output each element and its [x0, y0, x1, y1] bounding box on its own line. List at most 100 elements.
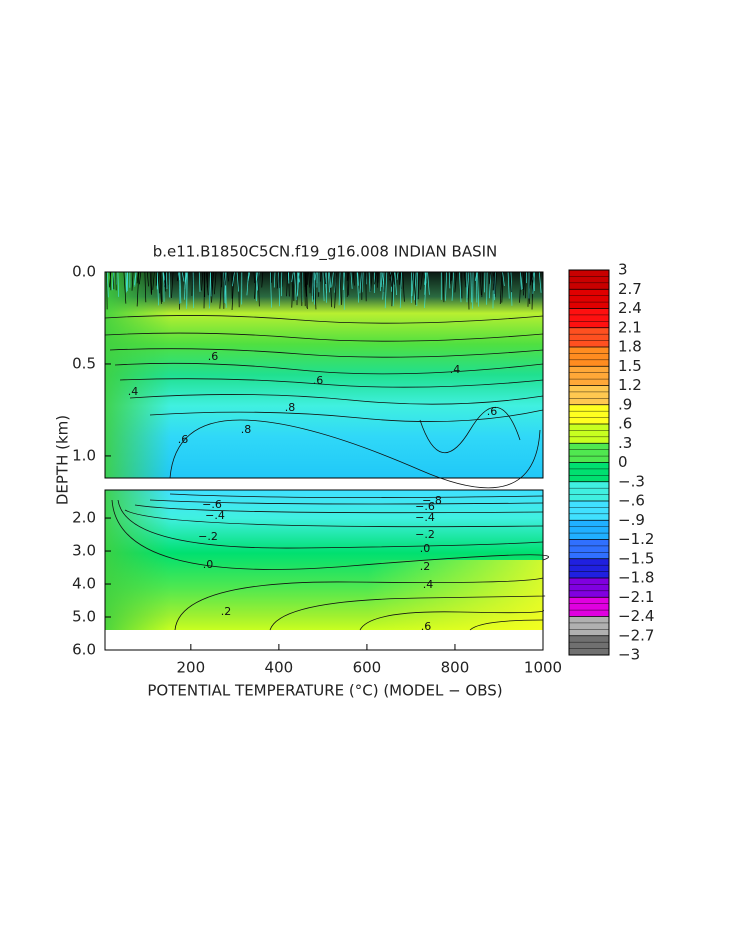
texture-stroke	[339, 271, 342, 305]
texture-stroke	[171, 271, 174, 298]
contour-label: −.4	[415, 511, 435, 524]
texture-stroke	[312, 271, 314, 302]
colorbar-band	[569, 270, 609, 290]
y-tick-label: 2.0	[72, 509, 96, 527]
colorbar-label: −3	[618, 646, 640, 664]
texture-stroke	[328, 271, 332, 288]
texture-stroke	[499, 271, 503, 305]
texture-stroke	[109, 271, 112, 291]
texture-stroke	[225, 271, 227, 308]
colorbar-band	[569, 481, 609, 501]
texture-stroke	[382, 271, 385, 300]
colorbar-band	[569, 327, 609, 347]
y-tick-label: 4.0	[72, 575, 96, 593]
contour-label: .4	[128, 385, 139, 398]
texture-stroke	[502, 271, 505, 286]
contour-label: −.2	[415, 528, 435, 541]
texture-stroke	[416, 271, 418, 307]
texture-stroke	[507, 271, 510, 299]
texture-stroke	[159, 271, 162, 304]
texture-stroke	[152, 271, 155, 290]
texture-stroke	[528, 271, 532, 289]
colorbar-label: 1.5	[618, 357, 642, 375]
contour-label: .0	[420, 542, 431, 555]
texture-stroke	[278, 271, 280, 307]
texture-stroke	[254, 271, 257, 299]
texture-stroke	[427, 271, 430, 295]
texture-stroke	[374, 271, 377, 285]
texture-stroke	[361, 271, 364, 293]
texture-stroke	[131, 271, 134, 291]
colorbar-band	[569, 289, 609, 309]
texture-stroke	[144, 271, 147, 303]
texture-stroke	[314, 271, 317, 281]
colorbar-label: 0	[618, 453, 628, 471]
contour-line	[104, 315, 544, 324]
texture-stroke	[208, 271, 211, 309]
texture-stroke	[420, 271, 423, 290]
texture-stroke	[210, 271, 212, 297]
texture-stroke	[394, 271, 397, 295]
colorbar-label: −.3	[618, 472, 645, 490]
texture-stroke	[162, 271, 165, 286]
texture-stroke	[442, 271, 445, 303]
texture-stroke	[334, 271, 337, 309]
colorbar-band	[569, 501, 609, 521]
texture-stroke	[479, 271, 482, 296]
texture-stroke	[413, 271, 417, 305]
texture-stroke	[304, 271, 307, 287]
chart-title: b.e11.B1850C5CN.f19_g16.008 INDIAN BASIN	[153, 243, 498, 262]
texture-stroke	[396, 271, 399, 281]
contour-label: .2	[221, 605, 232, 618]
colorbar-label: −2.1	[618, 588, 654, 606]
contour-line	[174, 577, 544, 631]
colorbar-label: −2.7	[618, 626, 654, 644]
texture-stroke	[160, 271, 163, 302]
colorbar-band	[569, 539, 609, 559]
texture-stroke	[117, 271, 120, 297]
texture-stroke	[211, 271, 214, 303]
texture-stroke	[523, 271, 526, 296]
texture-stroke	[494, 271, 497, 298]
texture-stroke	[163, 271, 165, 281]
texture-stroke	[227, 271, 229, 282]
contour-label: −.4	[205, 509, 225, 522]
texture-stroke	[489, 271, 492, 299]
colorbar-label: −1.5	[618, 549, 654, 567]
colorbar-label: −2.4	[618, 607, 654, 625]
texture-stroke	[139, 271, 142, 285]
texture-stroke	[494, 271, 496, 301]
contour-line	[117, 499, 544, 549]
texture-stroke	[343, 271, 345, 310]
contour-line	[419, 407, 521, 453]
texture-stroke	[155, 271, 158, 286]
y-tick-label: 0.5	[72, 354, 96, 372]
texture-stroke	[157, 271, 161, 294]
texture-stroke	[448, 271, 451, 289]
upper-panel	[104, 271, 544, 489]
texture-stroke	[257, 271, 260, 307]
field-shade	[105, 272, 543, 478]
texture-stroke	[368, 271, 371, 293]
texture-stroke	[411, 271, 414, 297]
texture-stroke	[219, 271, 223, 309]
texture-stroke	[531, 271, 534, 310]
texture-stroke	[224, 271, 227, 286]
texture-stroke	[477, 271, 480, 307]
texture-stroke	[331, 271, 334, 287]
texture-stroke	[133, 271, 137, 285]
texture-stroke	[184, 271, 186, 300]
panel-frame	[104, 489, 544, 651]
colorbar-frame	[568, 269, 610, 656]
colorbar-band	[569, 424, 609, 444]
colorbar-label: 3	[618, 261, 628, 279]
colorbar-band	[569, 308, 609, 328]
y-axis-label: DEPTH (km)	[54, 415, 72, 505]
x-tick-label: 1000	[524, 659, 562, 677]
texture-stroke	[451, 271, 454, 301]
lower-panel	[104, 489, 549, 651]
texture-stroke	[466, 271, 470, 299]
contour-label: .6	[421, 620, 432, 633]
contour-label: .0	[203, 558, 214, 571]
y-tick-label: 5.0	[72, 608, 96, 626]
